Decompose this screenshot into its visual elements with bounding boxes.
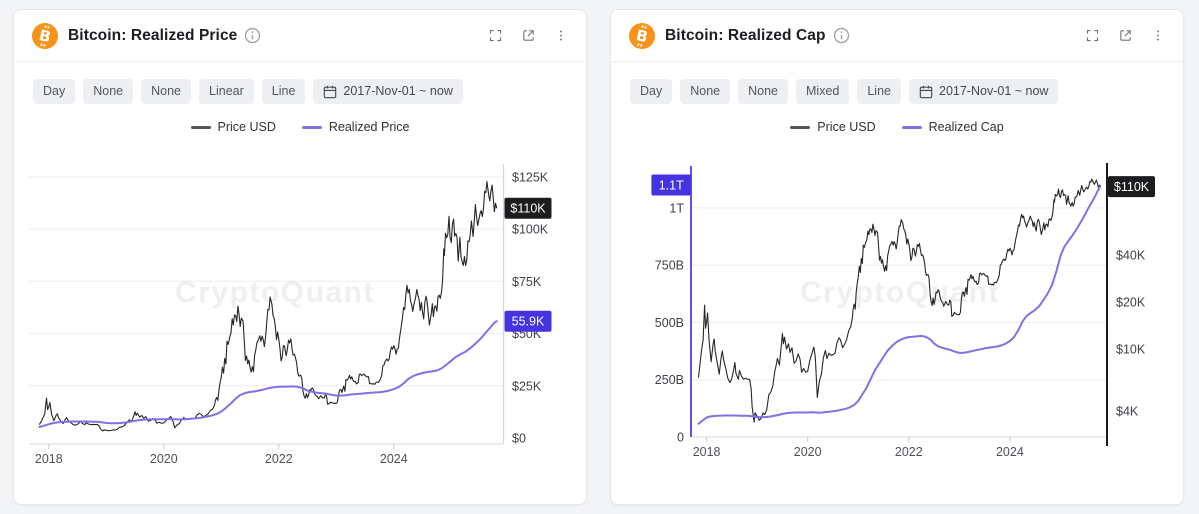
chart-toolbar: Day None None Linear Line 2017-Nov-01 ~ … — [33, 79, 586, 104]
left-axis-tick-label: 250B — [655, 373, 684, 387]
current-value-badge-label: 55.9K — [512, 315, 545, 329]
panel-title: Bitcoin: Realized Price — [68, 26, 238, 44]
legend-swatch — [190, 125, 211, 129]
right-axis-tick-label: $20K — [1116, 296, 1146, 310]
calendar-icon — [324, 85, 337, 98]
chart-toolbar: Day None None Mixed Line 2017-Nov-01 ~ n… — [630, 79, 1183, 104]
fullscreen-button[interactable] — [1083, 26, 1102, 45]
watermark: CryptoQuant — [800, 276, 1000, 309]
bitcoin-icon: B — [629, 22, 655, 49]
chart-legend: Price USD Realized Cap — [611, 120, 1183, 134]
scale-chip[interactable]: Linear — [199, 79, 254, 104]
current-value-badge-label: 1.1T — [659, 179, 684, 193]
date-range-chip[interactable]: 2017-Nov-01 ~ now — [313, 79, 463, 104]
x-tick-label: 2022 — [895, 445, 923, 459]
x-tick-label: 2020 — [150, 452, 178, 466]
legend-item-price-usd[interactable]: Price USD — [190, 120, 276, 134]
current-value-badge-label: $110K — [510, 202, 546, 216]
svg-text:B: B — [37, 26, 52, 46]
more-options-button[interactable] — [552, 26, 570, 45]
right-axis-tick-label: $100K — [512, 223, 549, 237]
right-axis-tick-label: $25K — [512, 379, 542, 393]
x-tick-label: 2018 — [693, 445, 721, 459]
legend-label: Realized Price — [328, 120, 410, 134]
x-tick-label: 2024 — [996, 445, 1024, 459]
scale-chip[interactable]: Mixed — [796, 79, 850, 104]
left-axis-tick-label: 750B — [655, 259, 684, 273]
legend-item-price-usd[interactable]: Price USD — [790, 120, 876, 134]
indicator-chip-1[interactable]: None — [680, 79, 731, 104]
panel-header: B Bitcoin: Realized Cap — [611, 10, 1183, 62]
panel-header: B Bitcoin: Realized Price — [14, 10, 586, 62]
indicator-chip-2[interactable]: None — [738, 79, 789, 104]
legend-item-realized-price[interactable]: Realized Price — [301, 120, 410, 134]
current-value-badge — [651, 174, 691, 196]
legend-swatch — [790, 125, 811, 129]
panel-realized-price: B Bitcoin: Realized Price — [13, 9, 587, 505]
left-axis-tick-label: 0 — [677, 431, 684, 445]
right-axis-tick-label: $10K — [1116, 343, 1146, 357]
chart-canvas-realized-cap[interactable]: CryptoQuant 2018 2020 2022 2024 0 250B 500B 750B… — [612, 151, 1184, 503]
right-axis-tick-label: $0 — [512, 432, 526, 446]
indicator-chip-2[interactable]: None — [141, 79, 192, 104]
current-value-badge — [1108, 176, 1155, 198]
date-range-chip[interactable]: 2017-Nov-01 ~ now — [909, 79, 1059, 104]
chart-legend: Price USD Realized Price — [14, 120, 586, 134]
legend-label: Price USD — [217, 120, 276, 134]
resolution-chip[interactable]: Day — [630, 79, 673, 104]
fullscreen-button[interactable] — [486, 26, 505, 45]
right-axis-tick-label: $4K — [1116, 405, 1139, 419]
legend-swatch — [901, 125, 922, 129]
series-price-usd — [39, 180, 498, 432]
series-price-usd — [697, 178, 1101, 423]
watermark: CryptoQuant — [175, 276, 375, 309]
right-axis-tick-label: $40K — [1116, 249, 1146, 263]
left-axis-tick-label: 500B — [655, 316, 684, 330]
info-icon[interactable] — [833, 27, 850, 44]
current-value-badge — [504, 197, 552, 219]
left-axis-tick-label: 1T — [669, 201, 684, 215]
x-tick-label: 2020 — [794, 445, 822, 459]
open-in-new-button[interactable] — [1116, 26, 1135, 45]
legend-item-realized-cap[interactable]: Realized Cap — [901, 120, 1004, 134]
legend-swatch — [301, 125, 322, 129]
x-tick-label: 2024 — [380, 452, 408, 466]
info-icon[interactable] — [244, 27, 261, 44]
x-tick-label: 2022 — [265, 452, 293, 466]
current-value-badge — [504, 310, 552, 332]
series-realized-price — [38, 320, 498, 428]
bitcoin-icon: B — [32, 22, 58, 49]
panel-title: Bitcoin: Realized Cap — [665, 26, 826, 44]
date-range-label: 2017-Nov-01 ~ now — [343, 84, 453, 98]
legend-label: Realized Cap — [928, 120, 1004, 134]
chart-type-chip[interactable]: Line — [857, 79, 901, 104]
indicator-chip-1[interactable]: None — [83, 79, 134, 104]
svg-text:B: B — [634, 26, 649, 46]
legend-label: Price USD — [817, 120, 876, 134]
open-in-new-button[interactable] — [519, 26, 538, 45]
date-range-label: 2017-Nov-01 ~ now — [939, 84, 1049, 98]
current-value-badge-label: $110K — [1114, 180, 1150, 194]
resolution-chip[interactable]: Day — [33, 79, 76, 104]
chart-type-chip[interactable]: Line — [261, 79, 306, 104]
more-options-button[interactable] — [1149, 26, 1167, 45]
panel-realized-cap: B Bitcoin: Realized Cap — [610, 9, 1184, 505]
calendar-icon — [919, 85, 933, 98]
x-tick-label: 2018 — [35, 452, 63, 466]
right-axis-tick-label: $125K — [512, 170, 549, 184]
right-axis-tick-label: $75K — [512, 275, 542, 289]
series-realized-cap — [697, 184, 1102, 425]
